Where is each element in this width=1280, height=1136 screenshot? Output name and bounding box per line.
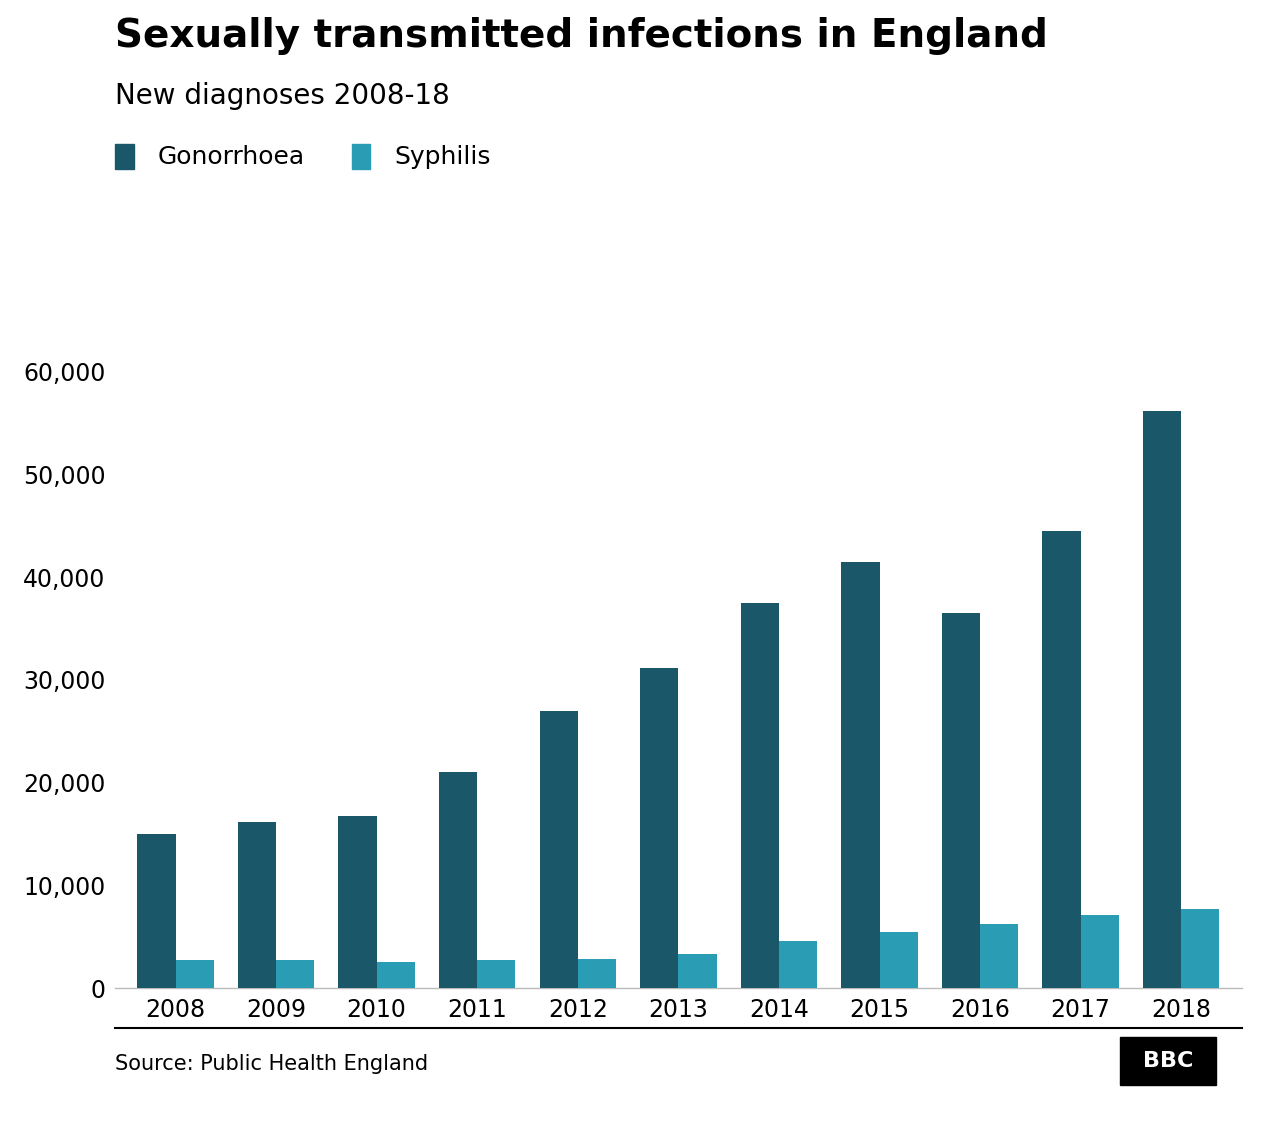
Bar	[376, 961, 415, 988]
Text: BBC: BBC	[1143, 1051, 1193, 1071]
Text: Gonorrhoea: Gonorrhoea	[157, 144, 305, 169]
Bar	[338, 816, 376, 988]
Bar	[780, 941, 817, 988]
Bar	[137, 834, 175, 988]
Bar	[678, 954, 717, 988]
Bar	[238, 821, 276, 988]
Bar	[1181, 909, 1220, 988]
Text: Syphilis: Syphilis	[394, 144, 490, 169]
Bar	[741, 603, 780, 988]
Text: Source: Public Health England: Source: Public Health England	[115, 1054, 429, 1075]
Bar	[175, 960, 214, 988]
Bar	[577, 959, 616, 988]
Bar	[477, 960, 516, 988]
Bar	[276, 960, 315, 988]
Bar	[879, 932, 918, 988]
Text: Sexually transmitted infections in England: Sexually transmitted infections in Engla…	[115, 17, 1048, 55]
Bar	[980, 924, 1019, 988]
Text: New diagnoses 2008-18: New diagnoses 2008-18	[115, 82, 451, 110]
Bar	[640, 668, 678, 988]
Bar	[540, 711, 577, 988]
Bar	[1143, 411, 1181, 988]
Bar	[1080, 916, 1119, 988]
Bar	[942, 613, 980, 988]
Bar	[439, 772, 477, 988]
Bar	[841, 562, 879, 988]
Bar	[1042, 531, 1080, 988]
